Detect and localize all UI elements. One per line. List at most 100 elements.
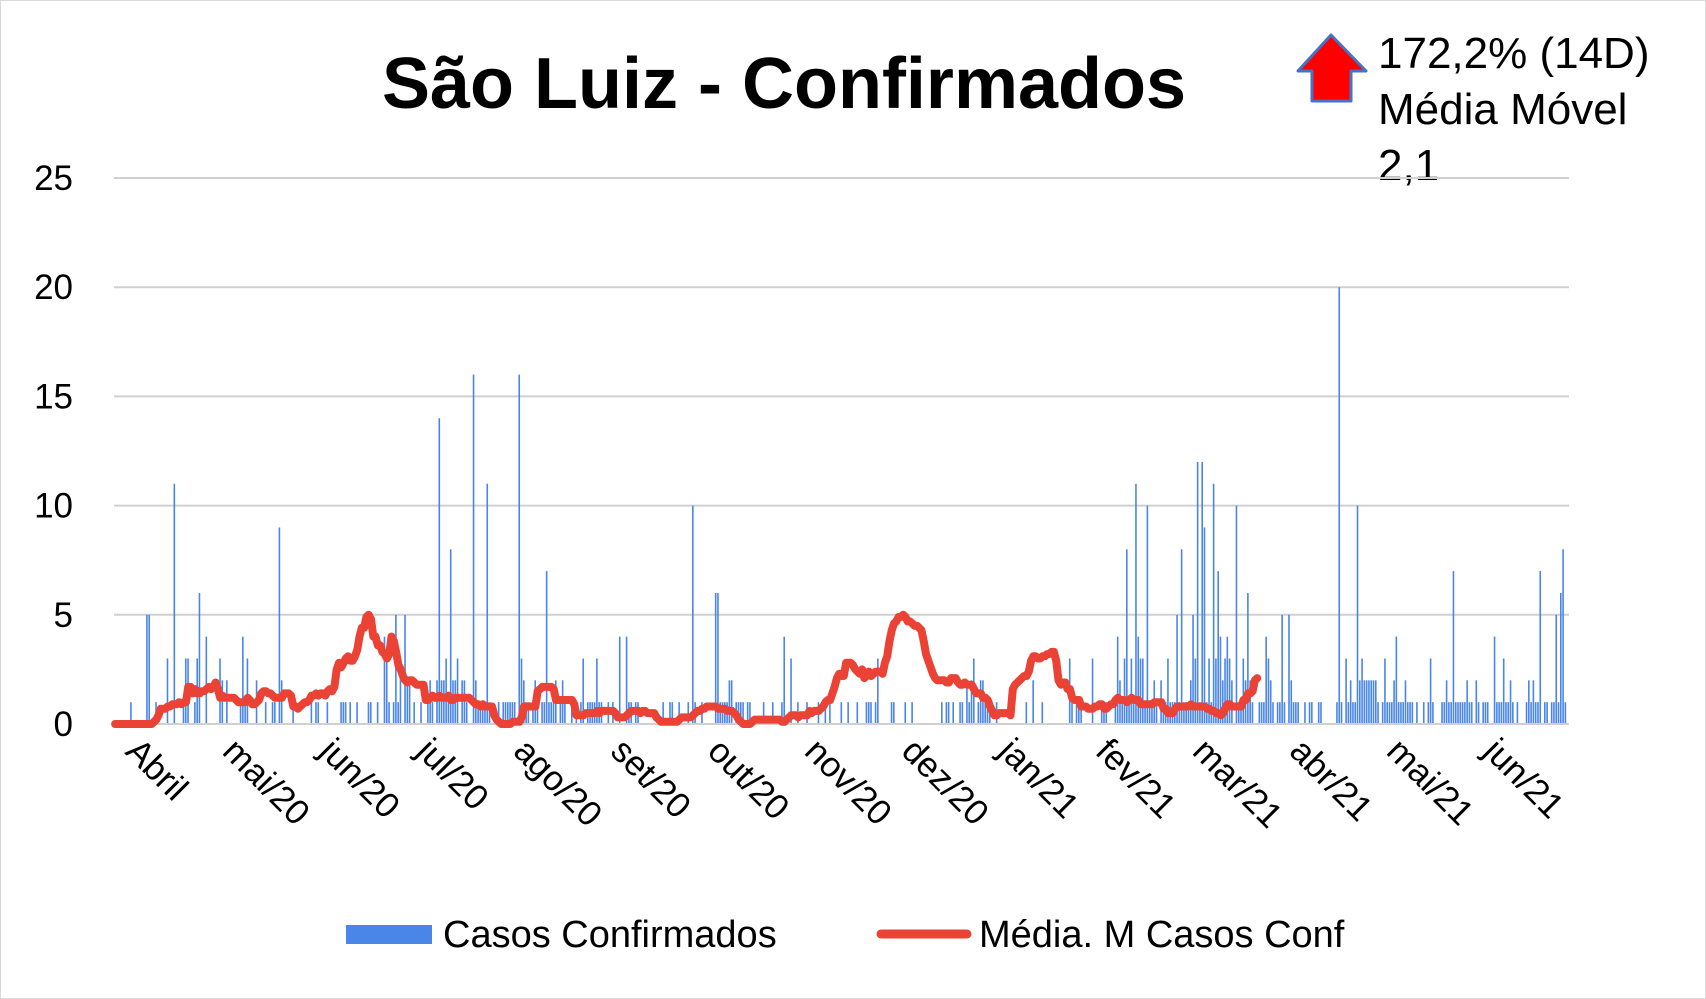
bar [1397,702,1400,724]
bar [625,636,628,724]
bar [239,702,242,724]
bar [545,571,548,724]
bar [1263,702,1265,724]
bar [1539,571,1542,724]
up-arrow-icon [1296,33,1368,103]
bar [678,702,680,724]
bar [1178,702,1181,724]
bar [1422,702,1425,724]
bar [1386,702,1389,724]
bar [945,702,948,724]
bar [1498,702,1500,724]
x-tick-label: jun/21 [1476,730,1572,826]
bar [1390,702,1393,724]
bar [1454,702,1457,724]
bar [413,702,415,724]
bar [1372,680,1375,724]
bar [856,702,859,724]
bar [367,702,370,724]
bar [404,614,406,724]
bar [911,702,913,724]
x-tick-label: ago/20 [506,731,609,834]
bar [1457,702,1459,724]
bar [717,592,719,724]
bar [1290,680,1293,724]
bar [1025,702,1028,724]
bar [1078,702,1080,724]
bar [977,702,980,724]
bar [356,702,358,724]
x-tick-label: jun/20 [312,730,408,826]
bar [388,702,390,724]
bar [1242,658,1245,724]
bar [1553,702,1555,724]
bar [1509,680,1512,724]
bar [504,702,507,724]
bar [315,702,317,724]
bar [961,702,964,724]
bar [1349,680,1352,724]
bar [1445,680,1448,724]
bar [543,702,546,724]
bar [1359,680,1361,724]
bar [1409,702,1411,724]
bar [1484,702,1487,724]
bar [1304,702,1306,724]
bar [1528,680,1530,724]
bar [310,702,313,724]
bar [1180,549,1183,724]
bar [449,549,452,724]
bar [130,702,132,724]
bar [1203,527,1206,724]
bar [1205,702,1208,724]
bar [742,702,744,724]
bar [1295,702,1297,724]
bar [959,702,961,724]
bar [1142,658,1144,724]
bar [431,702,434,724]
bar [395,614,397,724]
y-tick-label: 15 [34,377,73,416]
bar [986,702,989,724]
x-tick-label: nov/20 [797,731,899,833]
bar [1126,549,1128,724]
x-tick-label: Abril [118,731,195,808]
bar [1192,614,1194,724]
bar [847,702,849,724]
bar [790,658,792,724]
bar [1336,702,1338,724]
bar [1167,658,1169,724]
bar [1071,702,1073,724]
bar [340,702,342,724]
moving-average-line [111,610,1262,728]
bar [392,702,395,724]
bar [1279,702,1281,724]
legend-label-casos-confirmados: Casos Confirmados [443,914,777,956]
bar [1340,702,1343,724]
bar [1537,702,1539,724]
bar [1185,702,1188,724]
bar [966,680,968,724]
bar [1464,702,1466,724]
bar [479,702,482,724]
bar [1356,505,1359,724]
bar [984,702,987,724]
bar [1269,680,1272,724]
bar [719,702,722,724]
bar [1155,702,1158,724]
bar [406,680,409,724]
bar [1452,571,1455,724]
bar [824,702,827,724]
bar [1128,702,1130,724]
bar [671,702,674,724]
bar [730,680,733,724]
x-tick-label: abr/21 [1282,731,1380,829]
bar [1100,702,1103,724]
bar [527,702,530,724]
bar [1201,461,1203,724]
bar [264,702,267,724]
bar [326,702,329,724]
bar [292,702,294,724]
bar [1402,702,1404,724]
